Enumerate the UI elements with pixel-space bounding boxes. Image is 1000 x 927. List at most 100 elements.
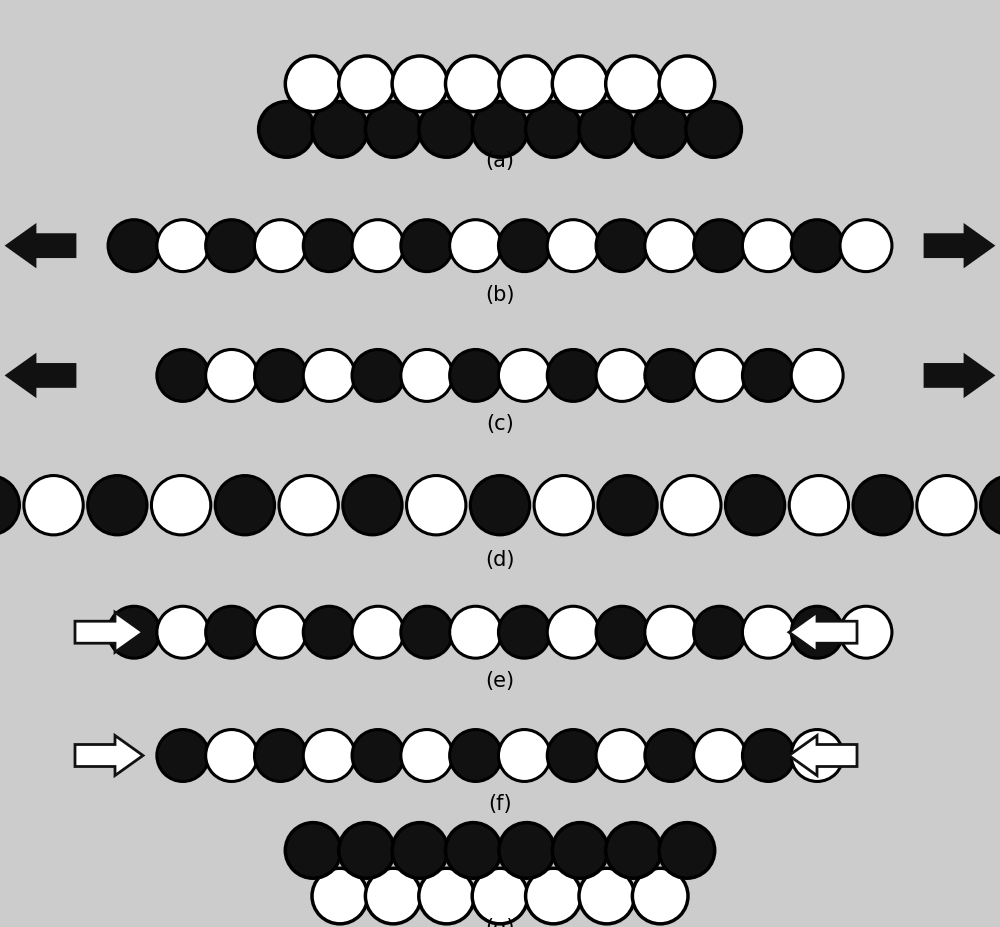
Circle shape — [470, 476, 530, 535]
Circle shape — [742, 730, 794, 781]
Circle shape — [694, 606, 746, 658]
Circle shape — [343, 476, 402, 535]
Circle shape — [254, 606, 306, 658]
Polygon shape — [925, 355, 993, 396]
Circle shape — [303, 220, 355, 272]
Circle shape — [352, 606, 404, 658]
Circle shape — [254, 220, 306, 272]
Circle shape — [981, 476, 1000, 535]
Circle shape — [339, 822, 394, 878]
Circle shape — [534, 476, 593, 535]
Polygon shape — [75, 612, 143, 653]
Circle shape — [579, 869, 635, 924]
Circle shape — [445, 56, 501, 111]
Circle shape — [659, 822, 715, 878]
Circle shape — [157, 606, 209, 658]
Circle shape — [742, 220, 794, 272]
Circle shape — [254, 730, 306, 781]
Circle shape — [285, 56, 341, 111]
Circle shape — [659, 56, 715, 111]
Circle shape — [303, 349, 355, 401]
Circle shape — [352, 730, 404, 781]
Circle shape — [472, 869, 528, 924]
Polygon shape — [75, 735, 143, 776]
Circle shape — [686, 102, 741, 158]
Circle shape — [108, 606, 160, 658]
Circle shape — [596, 220, 648, 272]
Circle shape — [206, 220, 258, 272]
Circle shape — [840, 606, 892, 658]
Circle shape — [401, 349, 453, 401]
Circle shape — [662, 476, 721, 535]
Polygon shape — [7, 225, 75, 266]
Circle shape — [259, 102, 314, 158]
Circle shape — [407, 476, 466, 535]
Circle shape — [645, 730, 697, 781]
Circle shape — [579, 102, 635, 158]
Circle shape — [0, 476, 19, 535]
Circle shape — [450, 730, 502, 781]
Circle shape — [547, 349, 599, 401]
Circle shape — [472, 102, 528, 158]
Circle shape — [742, 606, 794, 658]
Circle shape — [725, 476, 785, 535]
Circle shape — [694, 220, 746, 272]
Text: (c): (c) — [486, 414, 514, 435]
Circle shape — [401, 730, 453, 781]
Circle shape — [547, 606, 599, 658]
Circle shape — [498, 606, 550, 658]
Circle shape — [694, 730, 746, 781]
Circle shape — [157, 730, 209, 781]
Circle shape — [88, 476, 147, 535]
Circle shape — [547, 730, 599, 781]
Text: (a): (a) — [486, 151, 514, 171]
Circle shape — [303, 730, 355, 781]
Circle shape — [596, 606, 648, 658]
Circle shape — [632, 102, 688, 158]
Circle shape — [789, 476, 849, 535]
Circle shape — [206, 349, 258, 401]
Circle shape — [596, 730, 648, 781]
Circle shape — [742, 349, 794, 401]
Text: (f): (f) — [488, 794, 512, 815]
Circle shape — [791, 220, 843, 272]
Circle shape — [24, 476, 83, 535]
Circle shape — [598, 476, 657, 535]
Circle shape — [254, 349, 306, 401]
Text: (g): (g) — [485, 918, 515, 927]
Circle shape — [853, 476, 912, 535]
Circle shape — [392, 56, 448, 111]
Circle shape — [596, 349, 648, 401]
Circle shape — [445, 822, 501, 878]
Circle shape — [303, 606, 355, 658]
Circle shape — [791, 349, 843, 401]
Circle shape — [840, 220, 892, 272]
Circle shape — [285, 822, 341, 878]
Circle shape — [450, 349, 502, 401]
Circle shape — [206, 606, 258, 658]
Circle shape — [312, 869, 368, 924]
Circle shape — [392, 822, 448, 878]
Circle shape — [606, 56, 661, 111]
Circle shape — [419, 102, 474, 158]
Circle shape — [108, 220, 160, 272]
Circle shape — [917, 476, 976, 535]
Circle shape — [498, 349, 550, 401]
Circle shape — [279, 476, 338, 535]
Circle shape — [157, 349, 209, 401]
Circle shape — [632, 869, 688, 924]
Circle shape — [365, 869, 421, 924]
Circle shape — [645, 349, 697, 401]
Circle shape — [215, 476, 275, 535]
Circle shape — [552, 56, 608, 111]
Circle shape — [450, 220, 502, 272]
Circle shape — [352, 220, 404, 272]
Circle shape — [791, 606, 843, 658]
Circle shape — [606, 822, 661, 878]
Text: (e): (e) — [485, 671, 515, 692]
Text: (d): (d) — [485, 550, 515, 570]
Circle shape — [645, 220, 697, 272]
Polygon shape — [925, 225, 993, 266]
Circle shape — [352, 349, 404, 401]
Circle shape — [419, 869, 474, 924]
